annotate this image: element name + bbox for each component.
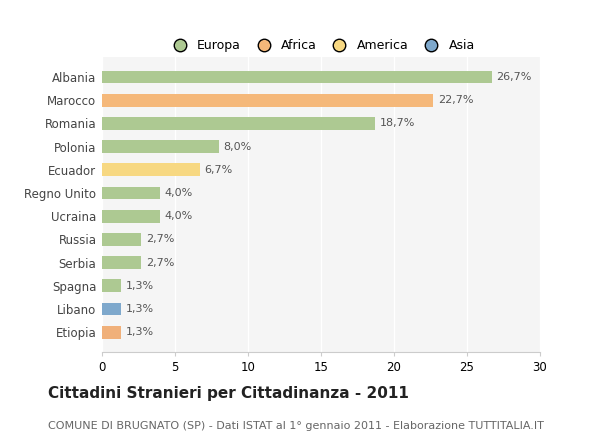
Text: 18,7%: 18,7%: [379, 118, 415, 128]
Text: COMUNE DI BRUGNATO (SP) - Dati ISTAT al 1° gennaio 2011 - Elaborazione TUTTITALI: COMUNE DI BRUGNATO (SP) - Dati ISTAT al …: [48, 421, 544, 431]
Text: 1,3%: 1,3%: [125, 281, 154, 291]
Text: 22,7%: 22,7%: [438, 95, 473, 105]
Bar: [102, 140, 219, 153]
Bar: [102, 256, 142, 269]
Text: 1,3%: 1,3%: [125, 327, 154, 337]
Bar: [102, 326, 121, 339]
Text: 26,7%: 26,7%: [496, 72, 532, 82]
Text: 1,3%: 1,3%: [125, 304, 154, 314]
Bar: [102, 279, 121, 292]
Text: 2,7%: 2,7%: [146, 235, 174, 244]
Bar: [102, 233, 142, 246]
Bar: [102, 70, 492, 83]
Text: 8,0%: 8,0%: [223, 142, 251, 152]
Bar: [102, 94, 433, 106]
Text: 4,0%: 4,0%: [165, 188, 193, 198]
Bar: [102, 303, 121, 315]
Bar: [102, 210, 160, 223]
Bar: [102, 163, 200, 176]
Bar: [102, 117, 375, 130]
Text: 4,0%: 4,0%: [165, 211, 193, 221]
Text: Cittadini Stranieri per Cittadinanza - 2011: Cittadini Stranieri per Cittadinanza - 2…: [48, 386, 409, 401]
Text: 2,7%: 2,7%: [146, 257, 174, 268]
Text: 6,7%: 6,7%: [204, 165, 232, 175]
Bar: [102, 187, 160, 199]
Legend: Europa, Africa, America, Asia: Europa, Africa, America, Asia: [162, 34, 480, 57]
